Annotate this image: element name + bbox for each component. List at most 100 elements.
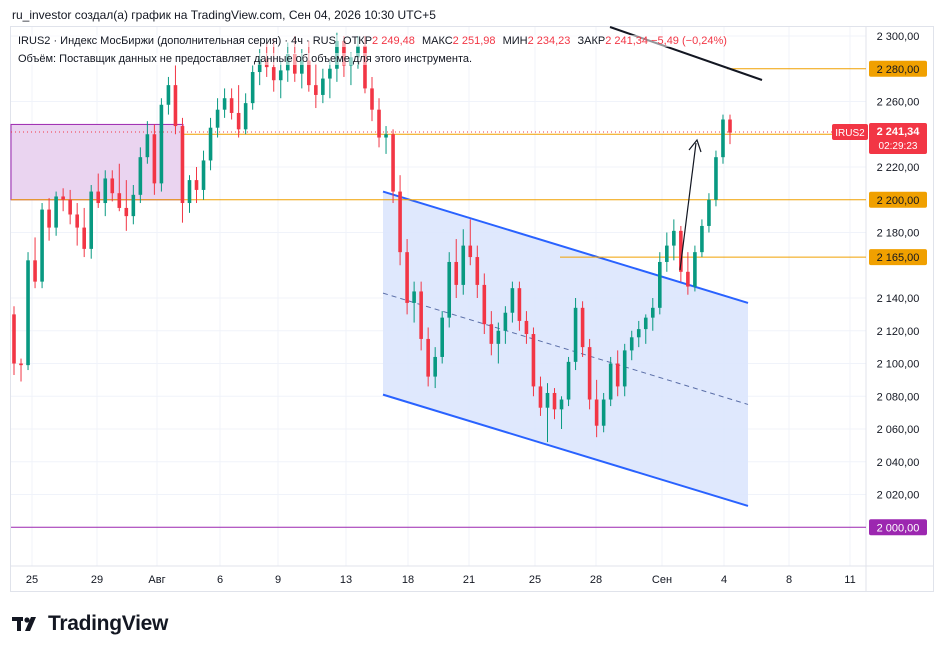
candle-body <box>468 245 473 258</box>
time-tick-label: 18 <box>402 574 414 586</box>
time-tick-label: 6 <box>217 574 223 586</box>
chart-frame[interactable] <box>10 26 934 592</box>
low-value: 2 234,23 <box>527 35 571 47</box>
candle-body <box>47 209 51 228</box>
candle-body <box>314 85 318 95</box>
candle-body <box>475 257 480 285</box>
candle-body <box>145 134 150 158</box>
candle-body <box>693 252 697 287</box>
time-tick-label: Авг <box>148 574 165 586</box>
candle-body <box>665 245 669 262</box>
time-tick-label: Сен <box>652 574 672 586</box>
candle-body <box>622 350 627 387</box>
price-tick-label: 2 120,00 <box>877 326 920 338</box>
candle-body <box>166 85 171 105</box>
candle-body <box>363 45 367 89</box>
candle-body <box>138 157 143 195</box>
candle-body <box>152 134 157 184</box>
candle-body <box>559 399 564 410</box>
candle-body <box>250 72 255 104</box>
tradingview-brand[interactable]: TradingView <box>12 612 168 636</box>
brand-name: TradingView <box>48 612 169 635</box>
candle-body <box>531 334 536 387</box>
candle-body <box>580 307 585 348</box>
consolidation-zone <box>10 123 184 201</box>
candle-body <box>566 361 571 400</box>
candle-body <box>440 317 444 357</box>
candle-body <box>180 126 185 204</box>
candle-body <box>159 104 164 184</box>
candle-body <box>131 194 136 217</box>
candle-body <box>636 329 641 338</box>
time-tick-label: 25 <box>26 574 38 586</box>
candle-body <box>686 271 690 287</box>
candle-body <box>426 338 430 377</box>
candle-body <box>321 78 325 95</box>
projection-arrow-head <box>688 138 702 153</box>
price-tick-label: 2 080,00 <box>877 391 920 403</box>
candle-body <box>608 363 613 400</box>
price-tick-label: 2 100,00 <box>877 359 920 371</box>
close-value: 2 241,34 <box>605 35 649 47</box>
candle-body <box>433 356 437 377</box>
candle-body <box>601 399 606 426</box>
level-tag <box>869 249 927 266</box>
candle-body <box>257 58 262 73</box>
price-tick-label: 2 040,00 <box>877 457 920 469</box>
time-tick-label: 13 <box>340 574 352 586</box>
candle-body <box>61 196 65 200</box>
candle-body <box>236 112 241 130</box>
candle-body <box>222 98 227 110</box>
candle-body <box>96 191 101 204</box>
candle-body <box>398 191 402 253</box>
candle-body <box>328 68 332 79</box>
candle-body <box>454 261 459 285</box>
candle-body <box>573 307 578 362</box>
candle-body <box>615 363 620 387</box>
level-tag <box>869 191 927 208</box>
candle-body <box>679 230 683 272</box>
candle-body <box>391 134 395 192</box>
time-tick-label: 11 <box>844 574 855 586</box>
candle-body <box>54 196 58 228</box>
candle-body <box>307 60 311 86</box>
candle-body <box>12 314 16 364</box>
candle-body <box>215 109 220 128</box>
candle-body <box>110 178 115 194</box>
level-label: 2 000,00 <box>877 522 920 534</box>
descending-channel <box>382 190 749 507</box>
candle-body <box>82 227 86 249</box>
candle-body <box>538 386 543 408</box>
low-label: МИН <box>502 35 528 47</box>
candle-countdown: 02:29:23 <box>879 141 918 152</box>
price-tick-label: 2 300,00 <box>877 31 920 43</box>
last-price-label: 2 241,34 <box>877 126 921 138</box>
candle-body <box>405 252 409 303</box>
annotations <box>609 26 763 271</box>
candle-body <box>672 230 676 246</box>
open-label: ОТКР <box>343 35 373 47</box>
candle-body <box>714 157 718 200</box>
time-tick-label: 8 <box>786 574 792 586</box>
candle-body <box>643 317 648 330</box>
candle-body <box>229 98 234 113</box>
candle-body <box>552 392 557 410</box>
candle-body <box>40 209 44 282</box>
price-tick-label: 2 220,00 <box>877 162 920 174</box>
candle-body <box>545 392 550 408</box>
consolidation-zone-box <box>10 123 184 201</box>
symbol-tag <box>832 124 868 141</box>
level-label: 2 200,00 <box>877 195 920 207</box>
candle-body <box>721 119 725 158</box>
price-tick-label: 2 020,00 <box>877 490 920 502</box>
price-tick-label: 2 180,00 <box>877 228 920 240</box>
candle-body <box>377 109 381 138</box>
candle-body <box>271 67 276 81</box>
candle-body <box>201 160 206 190</box>
candle-body <box>278 70 283 81</box>
candle-body <box>503 312 508 331</box>
candle-body <box>707 199 711 226</box>
price-axis: 2 300,00 2 260,00 2 220,00 2 180,00 2 140,00… <box>832 31 927 502</box>
candles <box>12 32 732 443</box>
